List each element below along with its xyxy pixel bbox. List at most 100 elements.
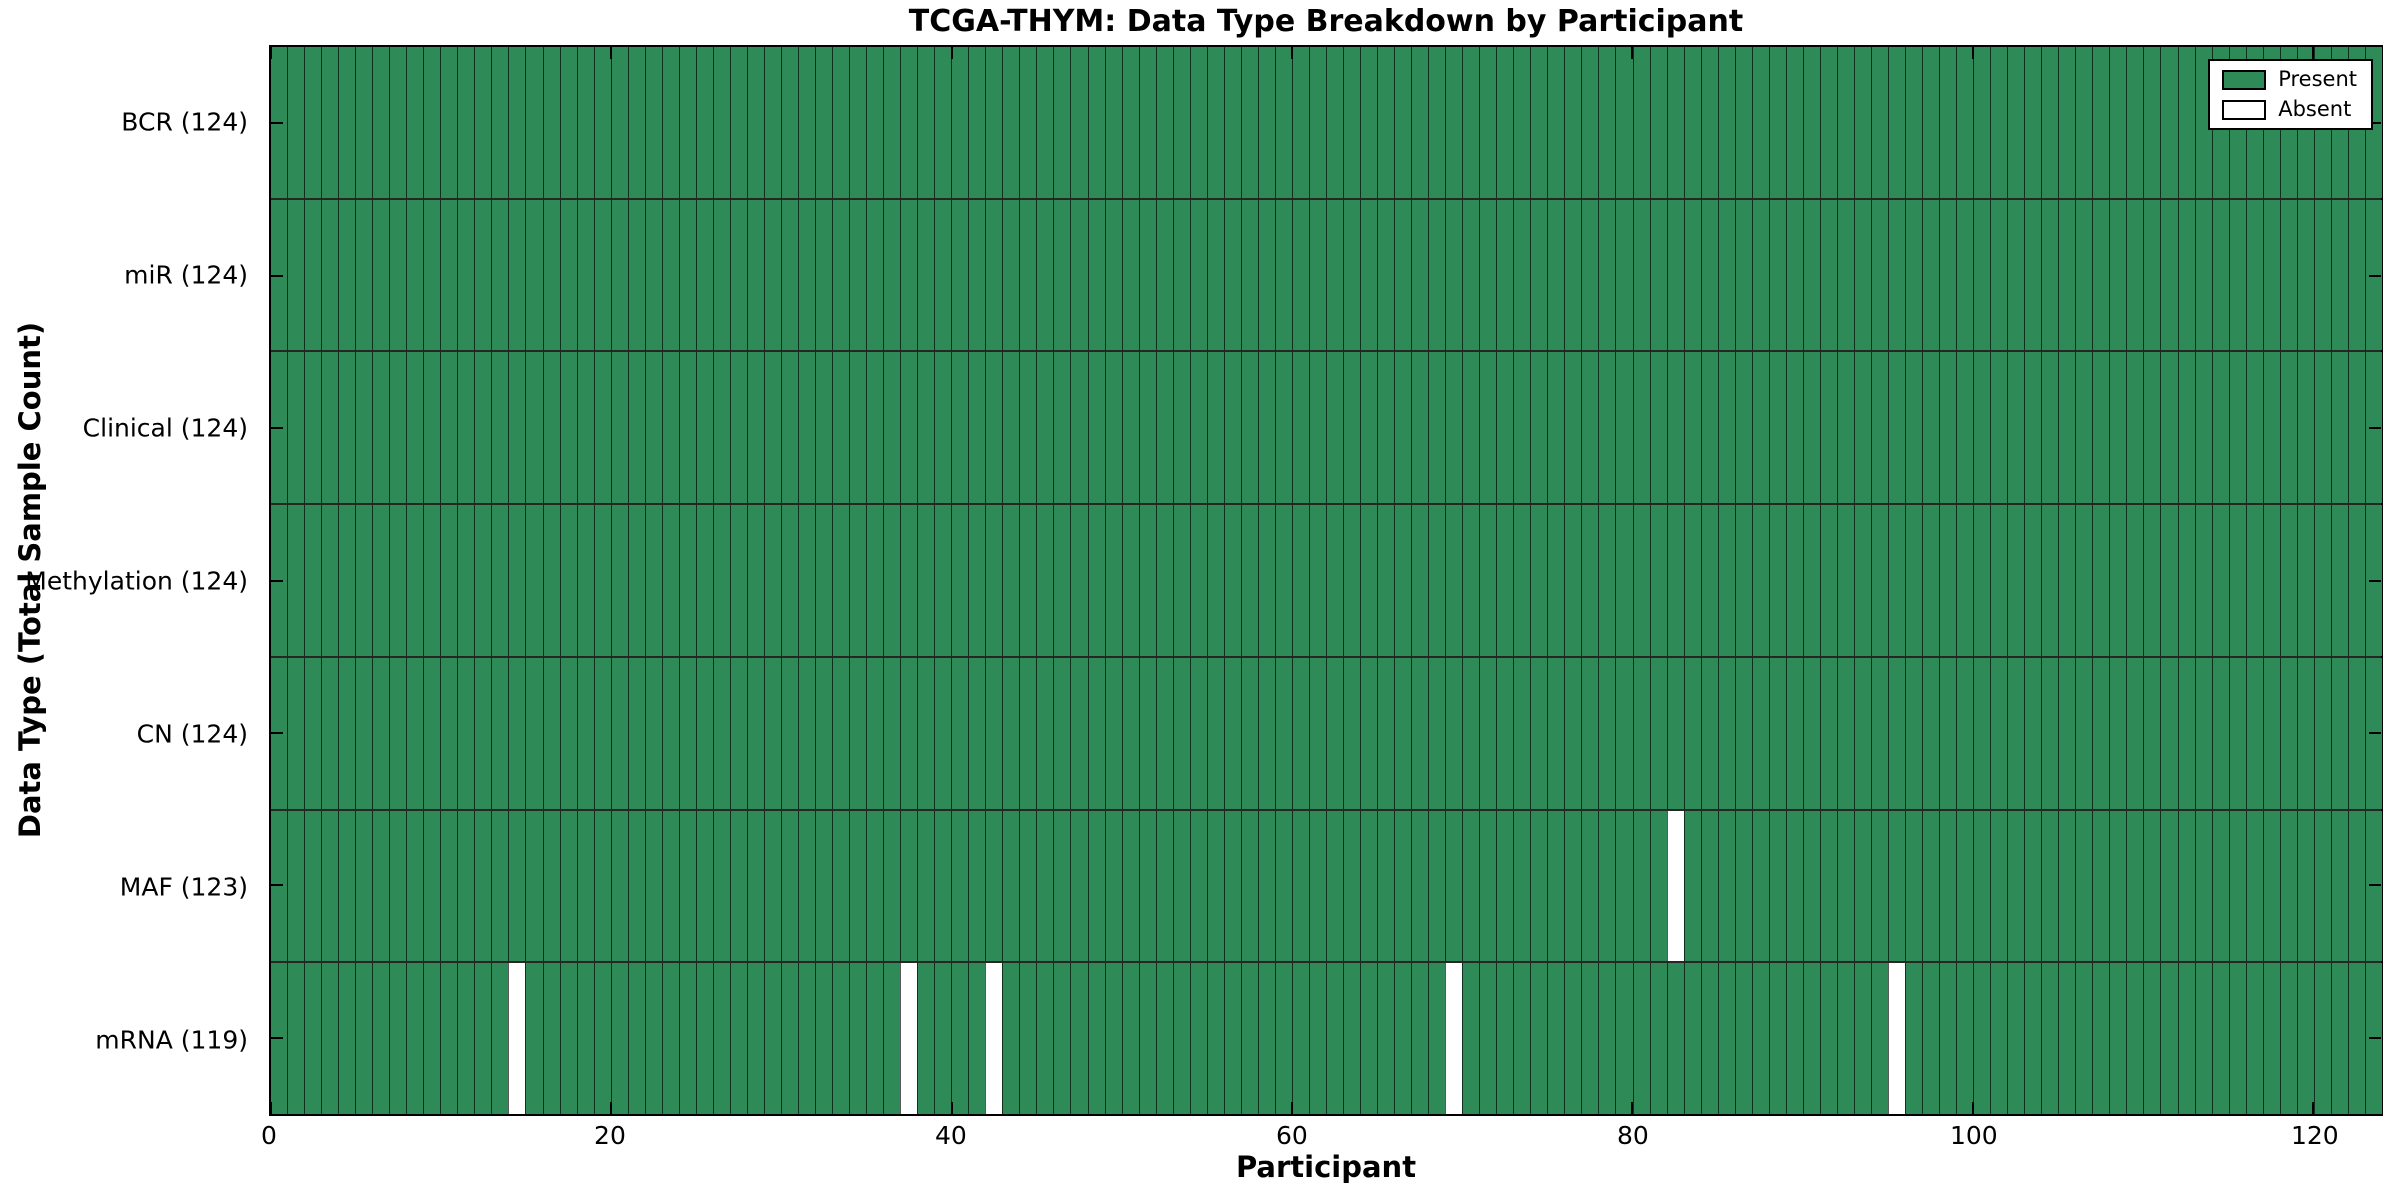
cell-present (1155, 505, 1173, 656)
cell-present (2296, 199, 2314, 351)
cell-present (355, 352, 373, 504)
cell-present (1121, 810, 1139, 962)
cell-present (1121, 657, 1139, 809)
cell-present (1240, 505, 1258, 656)
cell-present (1513, 963, 1531, 1115)
cell-present (1564, 352, 1582, 504)
cell-present (1768, 810, 1786, 962)
cell-present (1070, 352, 1088, 504)
cell-present (1836, 505, 1854, 656)
cell-present (1905, 657, 1923, 809)
cell-present (1479, 199, 1497, 351)
y-tick-label: MAF (123) (119, 872, 248, 901)
cell-present (1547, 505, 1565, 656)
cell-present (951, 199, 969, 351)
cell-present (1394, 810, 1412, 962)
cell-present (644, 505, 662, 656)
cell-present (695, 657, 713, 809)
cell-present (780, 505, 798, 656)
cell-present (832, 47, 850, 198)
cell-present (1649, 963, 1667, 1115)
cell-present (2041, 505, 2059, 656)
cell-present (576, 505, 594, 656)
cell-present (1053, 47, 1071, 198)
cell-present (1377, 352, 1395, 504)
cell-present (1019, 47, 1037, 198)
cell-present (661, 963, 679, 1115)
cell-present (2211, 505, 2229, 656)
cell-present (2058, 963, 2076, 1115)
cell-present (542, 505, 560, 656)
cell-present (2092, 657, 2110, 809)
cell-present (1734, 657, 1752, 809)
cell-present (406, 657, 424, 809)
cell-present (2211, 657, 2229, 809)
cell-present (1666, 199, 1684, 351)
cell-present (1138, 657, 1156, 809)
cell-present (1598, 199, 1616, 351)
cell-present (2364, 199, 2382, 351)
cell-present (338, 352, 356, 504)
cell-present (661, 505, 679, 656)
cell-present (1564, 505, 1582, 656)
cell-present (1683, 657, 1701, 809)
x-tick-label: 80 (1616, 1121, 1649, 1150)
cell-present (2364, 352, 2382, 504)
cell-present (1513, 352, 1531, 504)
cell-present (1172, 963, 1190, 1115)
cell-present (2296, 963, 2314, 1115)
cell-present (2194, 657, 2212, 809)
cell-present (1138, 810, 1156, 962)
y-tick-label: miR (124) (124, 260, 248, 289)
cell-present (2245, 810, 2263, 962)
cell-present (287, 657, 305, 809)
cell-present (2330, 352, 2348, 504)
cell-present (1939, 47, 1957, 198)
cell-present (271, 810, 288, 962)
cell-present (610, 963, 628, 1115)
cell-present (1445, 47, 1463, 198)
cell-present (1189, 199, 1207, 351)
cell-present (2092, 963, 2110, 1115)
cell-present (1956, 810, 1974, 962)
cell-present (2126, 199, 2144, 351)
cell-present (763, 963, 781, 1115)
cell-present (1070, 47, 1088, 198)
cell-present (1683, 352, 1701, 504)
cell-present (1462, 657, 1480, 809)
cell-present (1087, 963, 1105, 1115)
cell-present (1700, 352, 1718, 504)
cell-present (542, 47, 560, 198)
cell-present (1189, 657, 1207, 809)
cell-present (1547, 47, 1565, 198)
cell-present (1870, 810, 1888, 962)
cell-present (1070, 963, 1088, 1115)
cell-present (2330, 810, 2348, 962)
cell-present (542, 657, 560, 809)
cell-present (1394, 47, 1412, 198)
cell-present (729, 657, 747, 809)
cell-present (576, 963, 594, 1115)
cell-present (1206, 352, 1224, 504)
cell-present (2296, 505, 2314, 656)
cell-present (1990, 657, 2008, 809)
cell-present (304, 810, 322, 962)
cell-present (2024, 810, 2042, 962)
cell-present (1768, 505, 1786, 656)
cell-present (525, 47, 543, 198)
cell-present (644, 657, 662, 809)
cell-present (2058, 657, 2076, 809)
cell-present (2160, 505, 2178, 656)
cell-present (1836, 963, 1854, 1115)
cell-present (900, 810, 918, 962)
cell-present (883, 199, 901, 351)
cell-present (1189, 47, 1207, 198)
cell-present (1547, 657, 1565, 809)
cell-present (1002, 810, 1020, 962)
cell-present (678, 199, 696, 351)
cell-present (1240, 352, 1258, 504)
cell-present (508, 810, 526, 962)
cell-present (1206, 505, 1224, 656)
cell-present (780, 199, 798, 351)
